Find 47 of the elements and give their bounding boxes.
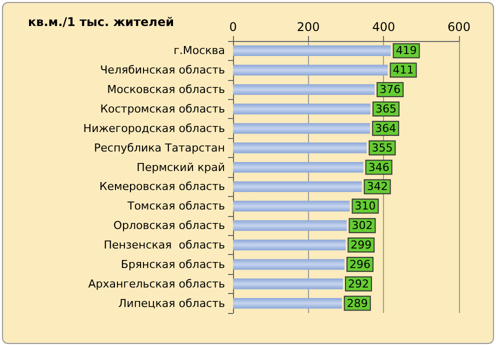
y-tick-label: Брянская область xyxy=(120,258,225,271)
data-label: 310 xyxy=(354,200,376,213)
bar xyxy=(233,259,344,270)
bar xyxy=(233,240,346,250)
y-tick-label: г.Москва xyxy=(174,44,225,58)
y-tick-label: Костромская область xyxy=(100,102,225,116)
y-tick-label: Пермский край xyxy=(136,160,225,174)
bar xyxy=(233,200,350,212)
x-tick-label: 600 xyxy=(448,20,470,34)
data-label: 299 xyxy=(350,238,372,252)
y-tick-label: Архангельская область xyxy=(88,277,225,290)
y-tick-label: Нижегородская область xyxy=(83,122,225,135)
data-label: 376 xyxy=(380,83,401,96)
y-tick-label: Кемеровская область xyxy=(99,180,225,194)
y-tick-label: Челябинская область xyxy=(100,64,225,77)
data-label: 419 xyxy=(396,44,417,58)
x-tick-label: 200 xyxy=(296,20,320,34)
data-label: 346 xyxy=(368,160,390,174)
bar xyxy=(233,181,362,192)
bar xyxy=(233,162,364,173)
data-label: 296 xyxy=(349,258,370,271)
text: кв.м./1 тыс. жителей xyxy=(28,15,174,29)
y-tick-label: Московская область xyxy=(107,83,225,96)
data-label: 355 xyxy=(372,141,393,154)
data-label: 289 xyxy=(346,296,368,310)
y-tick-label: Томская область xyxy=(126,200,225,213)
y-tick-label: Пензенская область xyxy=(104,238,225,252)
data-label: 411 xyxy=(392,64,414,77)
data-label: 365 xyxy=(375,102,396,116)
x-tick-label: 400 xyxy=(372,20,396,34)
bar xyxy=(233,104,370,114)
bar xyxy=(233,278,343,290)
data-label: 292 xyxy=(348,277,369,290)
data-label: 364 xyxy=(375,122,396,135)
bar xyxy=(233,123,370,134)
y-tick-label: Орловская область xyxy=(113,219,225,232)
y-tick-label: Липецкая область xyxy=(118,296,225,310)
bar xyxy=(233,84,375,95)
bar xyxy=(233,298,342,309)
data-label: 302 xyxy=(352,219,373,232)
bar xyxy=(233,45,391,56)
bar xyxy=(233,64,388,76)
y-tick-label: Республика Татарстан xyxy=(94,141,225,154)
data-label: 342 xyxy=(366,180,388,194)
x-tick-label: 0 xyxy=(229,20,237,34)
bar xyxy=(233,142,367,154)
bar xyxy=(233,220,347,231)
